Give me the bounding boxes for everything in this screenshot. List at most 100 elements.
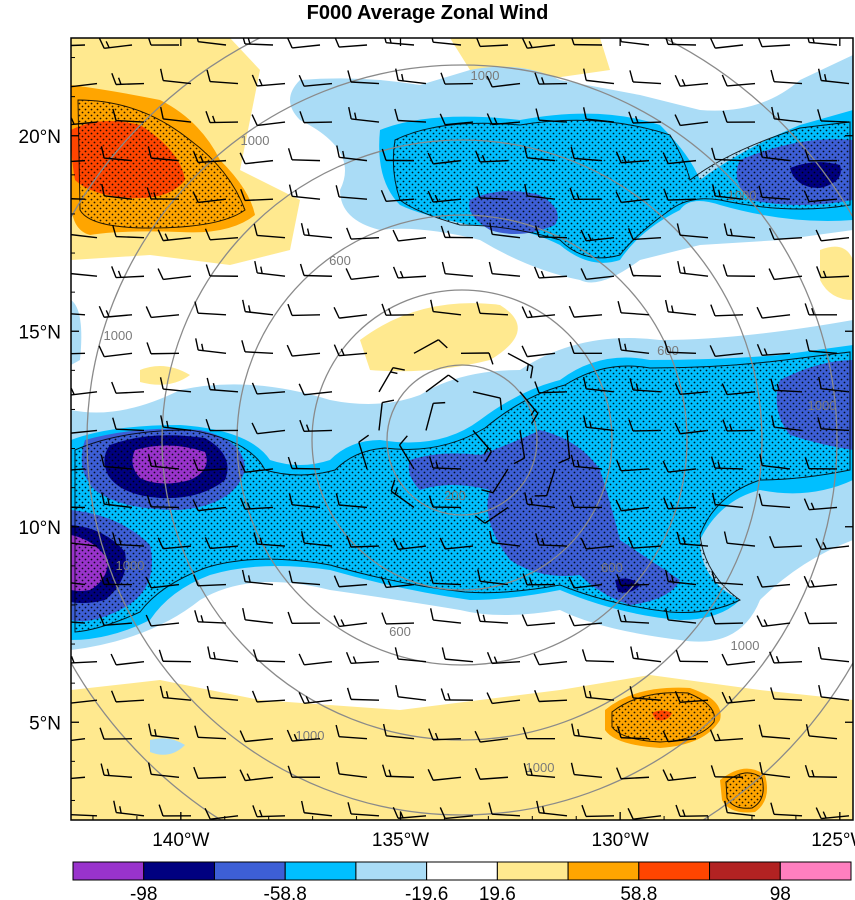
wind-barb — [722, 419, 756, 432]
wind-barb — [390, 479, 415, 509]
wind-barb — [251, 114, 286, 127]
ring-label: 1000 — [731, 638, 760, 653]
wind-barb — [662, 152, 697, 165]
wind-barb — [580, 229, 615, 242]
wind-barb — [441, 647, 474, 663]
wind-barb — [674, 114, 709, 127]
wind-barb — [392, 266, 427, 279]
wind-barb — [251, 382, 286, 395]
wind-barb — [395, 684, 427, 701]
lat-tick-label: 15°N — [19, 322, 61, 343]
wind-barb — [582, 376, 615, 393]
wind-barb — [628, 419, 662, 432]
wind-barb — [569, 341, 603, 355]
wind-barb — [157, 537, 192, 550]
wind-barb — [486, 652, 521, 665]
wind-barb — [298, 653, 333, 666]
wind-barb — [721, 383, 756, 396]
ring-label: 1000 — [471, 68, 500, 83]
wind-barb — [110, 653, 145, 666]
wind-barb — [112, 532, 145, 547]
wind-barb — [98, 305, 133, 318]
lon-tick-label: 140°W — [152, 830, 209, 851]
wind-barb — [427, 190, 462, 203]
wind-barb — [519, 391, 539, 424]
wind-barb — [204, 807, 239, 820]
wind-barb — [805, 724, 838, 740]
wind-barb — [440, 688, 474, 701]
wind-barb — [580, 537, 615, 550]
wind-barb — [818, 376, 850, 393]
wind-barb — [805, 339, 838, 355]
wind-barb — [98, 613, 133, 626]
colorbar-swatch — [72, 861, 145, 881]
wind-barb — [145, 576, 180, 589]
colorbar-label: 58.8 — [620, 884, 657, 900]
wind-barb — [145, 306, 180, 319]
wind-barb — [709, 345, 744, 357]
wind-barb — [629, 686, 662, 701]
wind-barbs — [71, 38, 850, 820]
wind-barb — [300, 531, 333, 547]
wind-barb — [711, 492, 744, 509]
colorbar-label: -98 — [130, 884, 157, 900]
wind-barb — [722, 264, 756, 277]
wind-barb — [477, 569, 509, 586]
lat-tick-label: 20°N — [19, 127, 61, 148]
wind-barb — [533, 266, 568, 279]
wind-barb — [582, 107, 615, 123]
wind-barb — [288, 184, 321, 200]
ring-label: 1000 — [728, 188, 757, 203]
wind-barb — [709, 729, 744, 742]
wind-barb — [378, 366, 405, 393]
wind-barb — [617, 300, 650, 316]
wind-barb — [758, 185, 791, 200]
wind-barb — [193, 458, 227, 472]
wind-barb — [769, 535, 803, 549]
wind-barb — [711, 147, 744, 162]
wind-barb — [568, 576, 603, 589]
wind-barb — [298, 383, 333, 396]
wind-barb — [817, 646, 850, 663]
wind-barb — [770, 69, 803, 85]
wind-barb — [440, 225, 474, 239]
wind-barb — [110, 690, 145, 703]
wind-barb — [558, 430, 571, 464]
wind-barb — [615, 151, 650, 164]
wind-barb — [569, 495, 603, 509]
wind-barb — [570, 146, 603, 162]
wind-barb — [251, 422, 286, 435]
wind-barb — [428, 728, 462, 741]
wind-barb — [287, 148, 321, 162]
wind-barb — [628, 111, 662, 124]
wind-barb — [287, 303, 321, 317]
ring-label: 1000 — [116, 558, 145, 573]
ring-label: 600 — [389, 624, 411, 639]
wind-barb — [474, 506, 509, 524]
wind-barb — [629, 70, 662, 85]
wind-barb — [205, 111, 239, 124]
wind-barb — [192, 191, 227, 204]
wind-barb — [662, 769, 697, 782]
wind-barb — [534, 468, 556, 497]
wind-barb — [768, 268, 803, 281]
wind-barb — [723, 531, 756, 547]
wind-barb — [345, 268, 380, 281]
wind-barb — [300, 800, 333, 817]
wind-barb — [663, 188, 697, 201]
wind-barb — [207, 646, 239, 663]
wind-barb — [710, 765, 744, 778]
wind-barb — [803, 575, 838, 588]
wind-barb — [240, 188, 274, 202]
wind-barb — [803, 190, 838, 203]
wind-barb — [756, 615, 791, 628]
wind-barb — [196, 38, 227, 46]
wind-barb — [474, 767, 509, 780]
wind-barb — [298, 692, 333, 704]
wind-barb — [513, 430, 526, 465]
wind-barb — [204, 537, 239, 550]
wind-barb — [628, 263, 662, 277]
wind-barb — [807, 38, 838, 46]
colorbar-swatch — [567, 861, 640, 881]
